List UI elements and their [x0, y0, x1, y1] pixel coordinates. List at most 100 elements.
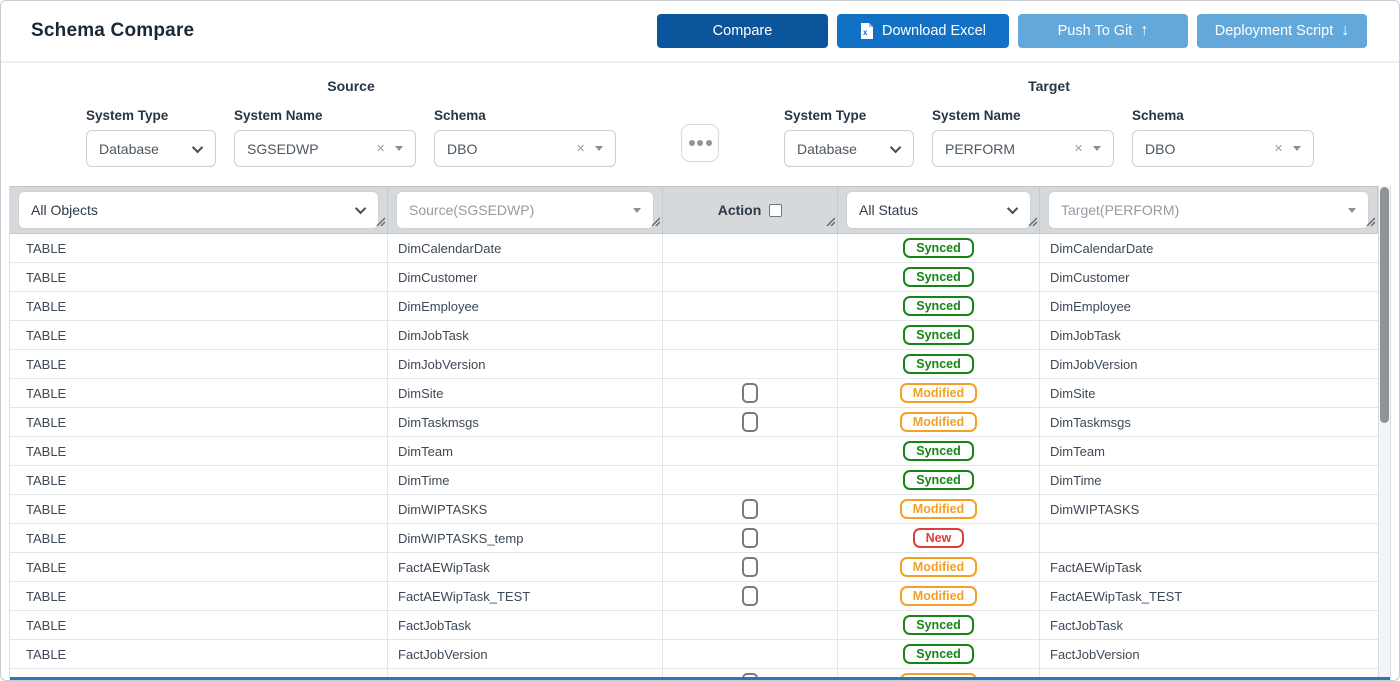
- table-row: TABLE DimWIPTASKS Modified DimWIPTASKS: [10, 495, 1390, 524]
- action-cell: [663, 379, 838, 407]
- target-system-type-select[interactable]: Database: [784, 130, 914, 167]
- dropdown-arrow-icon: [1348, 207, 1356, 213]
- status-badge: Synced: [903, 325, 974, 345]
- target-object-cell: DimTeam: [1040, 437, 1390, 465]
- target-object-cell: DimWIPTASKS: [1040, 495, 1390, 523]
- table-row: TABLE TEST1 Modified TEST1: [10, 669, 1390, 680]
- ellipsis-icon: [697, 140, 703, 146]
- action-cell: [663, 611, 838, 639]
- row-action-checkbox[interactable]: [742, 499, 758, 519]
- status-filter-select[interactable]: All Status: [846, 191, 1031, 229]
- source-schema-combobox[interactable]: DBO ×: [434, 130, 616, 167]
- resize-handle-icon[interactable]: [1027, 213, 1038, 231]
- row-target: DimJobTask: [1050, 327, 1121, 343]
- status-cell: Modified: [838, 582, 1040, 610]
- resize-handle-icon[interactable]: [375, 213, 386, 231]
- status-badge: Synced: [903, 470, 974, 490]
- vertical-scrollbar[interactable]: [1378, 186, 1390, 680]
- scrollbar-thumb[interactable]: [1380, 187, 1389, 423]
- row-action-checkbox[interactable]: [742, 383, 758, 403]
- dropdown-arrow-icon[interactable]: [395, 146, 403, 151]
- row-type: TABLE: [26, 646, 67, 662]
- row-action-checkbox[interactable]: [742, 528, 758, 548]
- action-cell: [663, 640, 838, 668]
- target-system-name-combobox[interactable]: PERFORM ×: [932, 130, 1114, 167]
- row-type: TABLE: [26, 385, 67, 401]
- target-system-type-label: System Type: [784, 108, 867, 123]
- target-section-label: Target: [1028, 78, 1070, 94]
- target-object-cell: FactAEWipTask: [1040, 553, 1390, 581]
- status-cell: Synced: [838, 350, 1040, 378]
- status-badge: Modified: [899, 557, 978, 577]
- deployment-script-button[interactable]: Deployment Script ↓: [1197, 14, 1367, 48]
- source-system-name-combobox[interactable]: SGSEDWP ×: [234, 130, 416, 167]
- download-excel-button[interactable]: x Download Excel: [837, 14, 1009, 48]
- target-schema-combobox[interactable]: DBO ×: [1132, 130, 1314, 167]
- resize-handle-icon[interactable]: [650, 213, 661, 231]
- source-column-filter[interactable]: Source(SGSEDWP): [396, 191, 654, 229]
- action-cell: [663, 292, 838, 320]
- row-source: DimTaskmsgs: [398, 414, 479, 430]
- row-action-checkbox[interactable]: [742, 673, 758, 680]
- target-column-filter[interactable]: Target(PERFORM): [1048, 191, 1369, 229]
- row-target: DimJobVersion: [1050, 356, 1138, 372]
- row-action-checkbox[interactable]: [742, 557, 758, 577]
- object-type-cell: TABLE: [10, 524, 388, 552]
- row-type: TABLE: [26, 269, 67, 285]
- dropdown-arrow-icon[interactable]: [1093, 146, 1101, 151]
- source-column-header-cell: Source(SGSEDWP): [388, 187, 663, 233]
- row-type: TABLE: [26, 414, 67, 430]
- clear-icon[interactable]: ×: [1274, 140, 1283, 157]
- target-system-type-group: System Type Database: [784, 108, 914, 167]
- status-cell: Modified: [838, 553, 1040, 581]
- resize-handle-icon[interactable]: [825, 213, 836, 231]
- row-type: TABLE: [26, 501, 67, 517]
- clear-icon[interactable]: ×: [1074, 140, 1083, 157]
- more-options-button[interactable]: [681, 124, 719, 162]
- action-column-label: Action: [717, 202, 762, 218]
- row-target: DimCustomer: [1050, 269, 1130, 285]
- clear-icon[interactable]: ×: [376, 140, 385, 157]
- object-type-cell: TABLE: [10, 350, 388, 378]
- row-target: DimTaskmsgs: [1050, 414, 1131, 430]
- object-type-filter-select[interactable]: All Objects: [18, 191, 379, 229]
- action-cell: [663, 669, 838, 680]
- target-object-cell: DimJobTask: [1040, 321, 1390, 349]
- row-target: DimEmployee: [1050, 298, 1131, 314]
- target-object-cell: DimSite: [1040, 379, 1390, 407]
- select-all-checkbox[interactable]: [769, 203, 783, 217]
- source-system-type-select[interactable]: Database: [86, 130, 216, 167]
- action-cell: [663, 582, 838, 610]
- target-object-cell: DimCalendarDate: [1040, 234, 1390, 262]
- clear-icon[interactable]: ×: [576, 140, 585, 157]
- row-target: FactJobVersion: [1050, 646, 1140, 662]
- grid-body: TABLE DimCalendarDate Synced DimCalendar…: [10, 234, 1390, 680]
- row-source: FactJobTask: [398, 617, 471, 633]
- status-badge: Modified: [899, 586, 978, 606]
- status-badge: Synced: [903, 238, 974, 258]
- object-type-cell: TABLE: [10, 466, 388, 494]
- table-row: TABLE DimCustomer Synced DimCustomer: [10, 263, 1390, 292]
- top-toolbar: Schema Compare Compare x Download Excel …: [1, 1, 1399, 63]
- status-badge: Synced: [903, 615, 974, 635]
- source-object-cell: DimCalendarDate: [388, 234, 663, 262]
- table-row: TABLE DimWIPTASKS_temp New: [10, 524, 1390, 553]
- action-cell: [663, 524, 838, 552]
- source-object-cell: FactAEWipTask_TEST: [388, 582, 663, 610]
- row-source: DimTeam: [398, 443, 453, 459]
- toolbar-buttons: Compare x Download Excel Push To Git ↑ D…: [657, 14, 1367, 48]
- source-object-cell: DimEmployee: [388, 292, 663, 320]
- push-to-git-button[interactable]: Push To Git ↑: [1018, 14, 1188, 48]
- compare-button[interactable]: Compare: [657, 14, 828, 48]
- target-system-name-label: System Name: [932, 108, 1021, 123]
- row-source: FactJobVersion: [398, 646, 488, 662]
- compare-button-label: Compare: [712, 23, 773, 39]
- table-row: TABLE FactAEWipTask Modified FactAEWipTa…: [10, 553, 1390, 582]
- resize-handle-icon[interactable]: [1365, 213, 1376, 231]
- row-action-checkbox[interactable]: [742, 412, 758, 432]
- row-type: TABLE: [26, 327, 67, 343]
- row-action-checkbox[interactable]: [742, 586, 758, 606]
- dropdown-arrow-icon[interactable]: [595, 146, 603, 151]
- dropdown-arrow-icon[interactable]: [1293, 146, 1301, 151]
- row-source: DimCustomer: [398, 269, 478, 285]
